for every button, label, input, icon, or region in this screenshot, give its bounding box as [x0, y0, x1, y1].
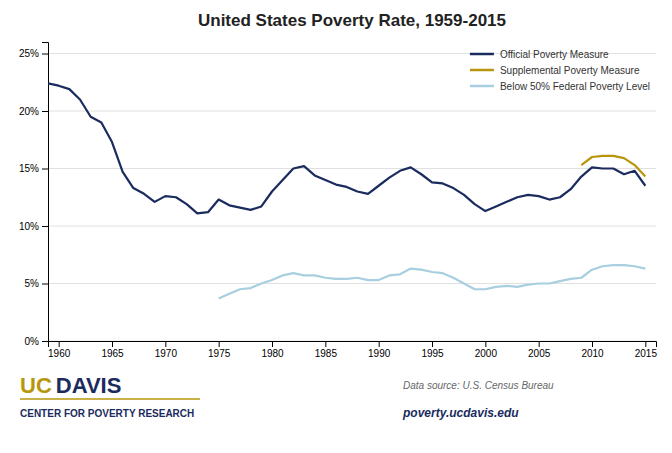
legend-label: Below 50% Federal Poverty Level [500, 81, 650, 92]
source-text: Data source: U.S. Census Bureau [403, 380, 554, 391]
legend-swatch [470, 53, 494, 56]
legend-label: Official Poverty Measure [500, 49, 609, 60]
y-tick-label: 5% [25, 278, 40, 289]
x-tick-mark [645, 341, 646, 347]
grid-line [48, 226, 656, 227]
grid [48, 54, 656, 342]
x-tick: 2010 [581, 341, 604, 359]
x-tick: 1960 [48, 341, 71, 359]
y-tick: 25% [19, 48, 48, 59]
legend-swatch [470, 69, 494, 72]
y-tick-mark [42, 54, 48, 55]
x-tick-label: 1980 [261, 348, 284, 359]
x-tick-mark [592, 341, 593, 347]
legend-item: Below 50% Federal Poverty Level [470, 81, 650, 92]
x-tick: 1980 [261, 341, 284, 359]
plot-area: 1960 1965 1970 1975 1980 1985 1990 1995 2000 2005… [19, 43, 657, 360]
logo-text: DAVIS [56, 373, 122, 398]
chart: 1960 1965 1970 1975 1980 1985 1990 1995 2000 2005… [0, 0, 672, 453]
x-tick-label: 1970 [155, 348, 178, 359]
x-axis-line [49, 342, 657, 348]
x-tick-label: 2005 [528, 348, 551, 359]
website-text: poverty.ucdavis.edu [402, 406, 519, 420]
y-tick: 10% [19, 221, 48, 232]
x-tick-mark [165, 341, 166, 347]
series-line [581, 156, 645, 177]
legend-swatch [470, 85, 494, 88]
y-tick-mark [42, 284, 48, 285]
series-line [48, 83, 645, 213]
x-tick-label: 1975 [208, 348, 231, 359]
x-tick-label: 1960 [48, 348, 71, 359]
y-tick-label: 15% [19, 163, 39, 174]
y-axis-line [42, 43, 49, 342]
y-tick: 5% [25, 278, 48, 289]
x-tick-mark [539, 341, 540, 347]
x-tick-mark [379, 341, 380, 347]
grid-line [48, 168, 656, 169]
x-tick: 1985 [315, 341, 338, 359]
legend: Official Poverty Measure Supplemental Pov… [470, 49, 650, 92]
x-tick-label: 2010 [581, 348, 604, 359]
grid-line [48, 111, 656, 112]
legend-label: Supplemental Poverty Measure [500, 65, 640, 76]
y-tick-mark [42, 341, 48, 342]
y-axis: 0% 5% 10% 15% 20% 25% [19, 43, 49, 347]
y-tick-label: 0% [25, 336, 40, 347]
y-tick-label: 25% [19, 48, 39, 59]
footer-rule [20, 398, 200, 400]
y-tick-mark [42, 169, 48, 170]
legend-item: Official Poverty Measure [470, 49, 609, 60]
x-tick: 2000 [475, 341, 498, 359]
x-tick-label: 1965 [101, 348, 124, 359]
title: United States Poverty Rate, 1959-2015 [198, 11, 506, 30]
x-tick-mark [325, 341, 326, 347]
x-tick: 1970 [155, 341, 178, 359]
x-tick: 1995 [421, 341, 444, 359]
y-tick: 20% [19, 106, 48, 117]
x-tick-mark [432, 341, 433, 347]
lines [48, 83, 645, 298]
x-tick: 1990 [368, 341, 391, 359]
x-tick: 1965 [101, 341, 124, 359]
x-tick-mark [485, 341, 486, 347]
x-tick-label: 1985 [315, 348, 338, 359]
y-tick-label: 20% [19, 106, 39, 117]
x-tick: 1975 [208, 341, 231, 359]
y-tick-label: 10% [19, 221, 39, 232]
x-tick: 2015 [635, 341, 658, 359]
x-tick-mark [272, 341, 273, 347]
x-tick-label: 1990 [368, 348, 391, 359]
legend-item: Supplemental Poverty Measure [470, 65, 640, 76]
x-tick-label: 2015 [635, 348, 658, 359]
logo-text: UC [20, 373, 52, 398]
x-tick: 2005 [528, 341, 551, 359]
footer-text: CENTER FOR POVERTY RESEARCH [20, 408, 194, 419]
x-tick-label: 2000 [475, 348, 498, 359]
x-tick-mark [59, 341, 60, 347]
y-tick-mark [42, 226, 48, 227]
x-tick-mark [112, 341, 113, 347]
x-tick-mark [219, 341, 220, 347]
x-tick-label: 1995 [421, 348, 444, 359]
y-tick-mark [42, 111, 48, 112]
grid-line [48, 283, 656, 284]
x-axis: 1960 1965 1970 1975 1980 1985 1990 1995 2000 2005… [48, 341, 657, 359]
series-line [219, 265, 646, 298]
y-tick: 0% [25, 336, 48, 347]
y-tick: 15% [19, 163, 48, 174]
footer: UCDAVIS CENTER FOR POVERTY RESEARCH Data s… [20, 373, 554, 420]
